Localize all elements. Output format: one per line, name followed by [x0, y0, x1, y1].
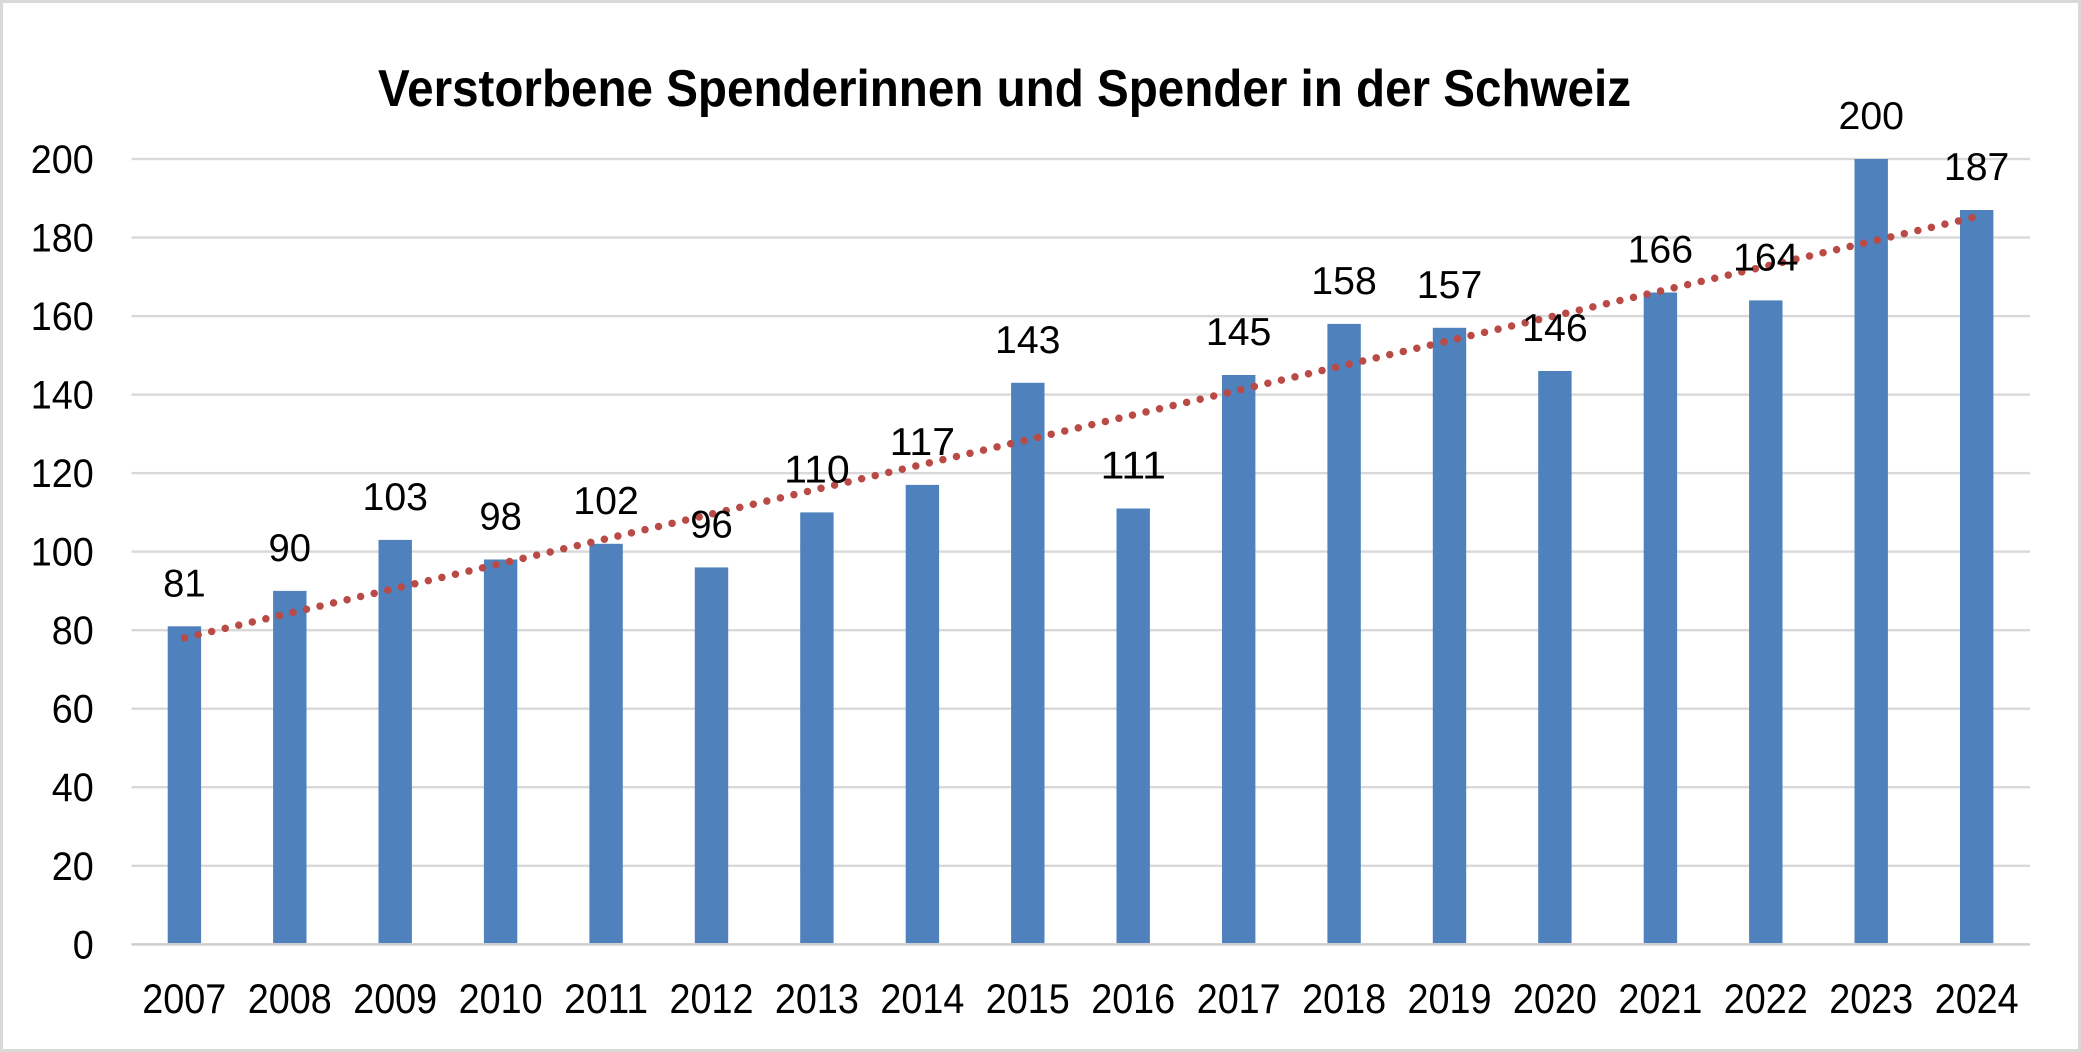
svg-text:60: 60: [52, 688, 94, 732]
svg-text:2012: 2012: [670, 975, 754, 1022]
svg-text:2022: 2022: [1724, 975, 1808, 1022]
svg-text:0: 0: [73, 923, 94, 967]
svg-text:20: 20: [52, 845, 94, 889]
svg-text:164: 164: [1733, 237, 1799, 280]
svg-text:158: 158: [1311, 260, 1377, 303]
svg-text:96: 96: [690, 504, 733, 547]
svg-text:187: 187: [1944, 146, 2010, 189]
svg-text:111: 111: [1101, 445, 1167, 488]
svg-text:180: 180: [31, 217, 94, 261]
svg-text:2010: 2010: [459, 975, 543, 1022]
svg-text:2015: 2015: [986, 975, 1070, 1022]
svg-text:80: 80: [52, 609, 94, 653]
svg-text:2007: 2007: [142, 975, 226, 1022]
svg-text:98: 98: [479, 496, 522, 539]
svg-text:2017: 2017: [1197, 975, 1281, 1022]
svg-text:2014: 2014: [880, 975, 964, 1022]
svg-text:2008: 2008: [248, 975, 332, 1022]
svg-text:102: 102: [573, 480, 639, 523]
svg-text:143: 143: [995, 319, 1061, 362]
svg-text:146: 146: [1522, 307, 1588, 350]
svg-text:2018: 2018: [1302, 975, 1386, 1022]
svg-text:200: 200: [1839, 95, 1905, 138]
svg-text:2019: 2019: [1408, 975, 1492, 1022]
svg-text:200: 200: [31, 138, 94, 182]
svg-text:2023: 2023: [1829, 975, 1913, 1022]
svg-text:81: 81: [163, 563, 206, 606]
svg-text:117: 117: [890, 421, 956, 464]
svg-text:145: 145: [1206, 311, 1272, 354]
svg-text:166: 166: [1628, 229, 1694, 272]
svg-text:2013: 2013: [775, 975, 859, 1022]
svg-text:103: 103: [363, 476, 429, 519]
svg-text:Verstorbene Spenderinnen und S: Verstorbene Spenderinnen und Spender in …: [378, 60, 1631, 118]
svg-text:90: 90: [269, 527, 312, 570]
svg-text:2020: 2020: [1513, 975, 1597, 1022]
svg-text:2016: 2016: [1091, 975, 1175, 1022]
svg-text:2011: 2011: [564, 975, 648, 1022]
svg-text:160: 160: [31, 295, 94, 339]
svg-text:140: 140: [31, 374, 94, 418]
svg-text:2009: 2009: [353, 975, 437, 1022]
svg-text:2024: 2024: [1935, 975, 2019, 1022]
svg-text:120: 120: [31, 452, 94, 496]
svg-text:100: 100: [31, 531, 94, 575]
svg-text:2021: 2021: [1618, 975, 1702, 1022]
svg-text:110: 110: [784, 449, 850, 492]
svg-text:157: 157: [1417, 264, 1483, 307]
svg-text:40: 40: [52, 766, 94, 810]
